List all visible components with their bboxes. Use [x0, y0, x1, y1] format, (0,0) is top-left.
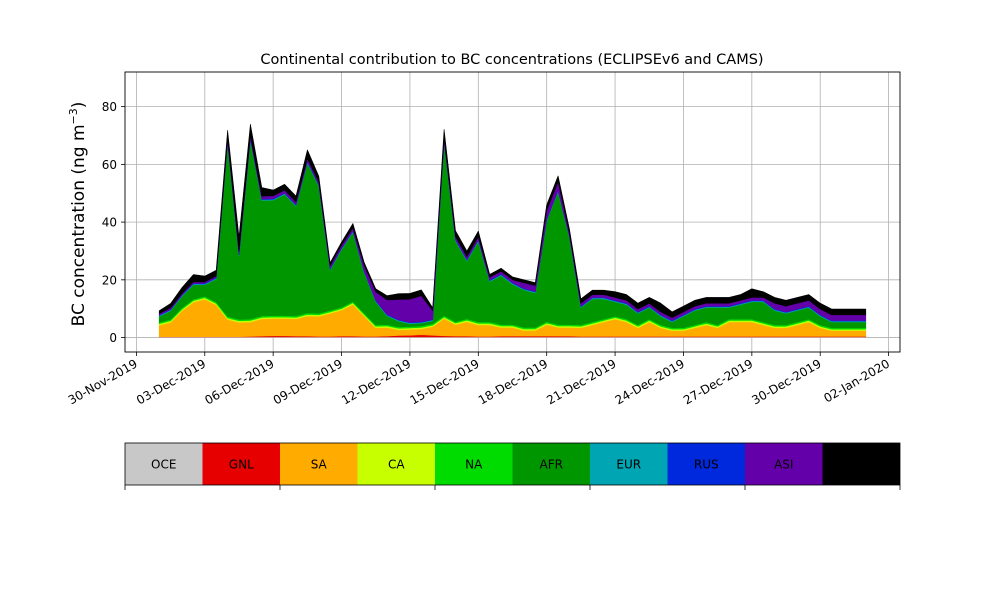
color-key-label: ASI [774, 458, 793, 472]
x-tick-label: 24-Dec-2019 [613, 356, 687, 407]
x-axis: 30-Nov-201903-Dec-201906-Dec-201909-Dec-… [66, 352, 892, 407]
color-key-swatch-afr [512, 443, 590, 485]
color-key-swatch-rus [667, 443, 745, 485]
x-tick-label: 02-Jan-2020 [821, 356, 892, 405]
color-key-swatch-sa [280, 443, 358, 485]
y-axis-label-main: BC concentration (ng m [69, 124, 89, 326]
x-tick-label: 18-Dec-2019 [476, 356, 550, 407]
y-tick-label: 20 [102, 273, 117, 287]
color-key-swatch-ca [357, 443, 435, 485]
color-key-label: GNL [229, 458, 254, 472]
plot-area: 0 20 40 60 80 30-Nov-201903-Dec-201906-Dec-2… [66, 71, 901, 407]
plot-frame [124, 71, 901, 353]
x-tick-label: 15-Dec-2019 [408, 356, 482, 407]
stacked-areas [158, 123, 867, 338]
color-key-swatch-gnl [202, 443, 280, 485]
color-key-label: EUR [616, 458, 641, 472]
color-key: OCE GNL SA CA NA AFR EUR RUS ASI AUS [124, 442, 901, 490]
y-tick-label: 80 [102, 100, 117, 114]
y-tick-label: 0 [109, 331, 117, 345]
color-key-swatch-asi [745, 443, 823, 485]
color-key-label: SA [311, 458, 328, 472]
color-key-swatch-eur [590, 443, 668, 485]
color-key-label: AUS [849, 458, 874, 472]
x-tick-label: 27-Dec-2019 [681, 356, 755, 407]
y-tick-label: 60 [102, 158, 117, 172]
color-key-label: AFR [540, 458, 563, 472]
color-key-frame [124, 442, 901, 486]
y-tick-label: 40 [102, 216, 117, 230]
y-axis-label-close: ) [69, 102, 89, 109]
x-tick-label: 21-Dec-2019 [544, 356, 618, 407]
x-tick-label: 12-Dec-2019 [339, 356, 413, 407]
color-key-swatch-na [435, 443, 513, 485]
chart-title: Continental contribution to BC concentra… [260, 52, 763, 68]
x-tick-label: 03-Dec-2019 [134, 356, 208, 407]
color-key-swatch-aus [822, 443, 900, 485]
area-series-aus [158, 123, 867, 318]
x-tick-label: 30-Nov-2019 [66, 356, 140, 407]
color-key-label: RUS [694, 458, 719, 472]
color-key-swatch-oce [125, 443, 203, 485]
color-key-label: OCE [151, 458, 176, 472]
y-axis-label: BC concentration (ng m−3) [67, 102, 89, 327]
x-tick-label: 30-Dec-2019 [749, 356, 823, 407]
color-key-label: CA [388, 458, 405, 472]
x-tick-label: 06-Dec-2019 [202, 356, 276, 407]
y-axis-label-unit-exponent: −3 [67, 108, 80, 124]
color-key-label: NA [465, 458, 483, 472]
y-axis: 0 20 40 60 80 [102, 100, 125, 345]
x-tick-label: 09-Dec-2019 [271, 356, 345, 407]
